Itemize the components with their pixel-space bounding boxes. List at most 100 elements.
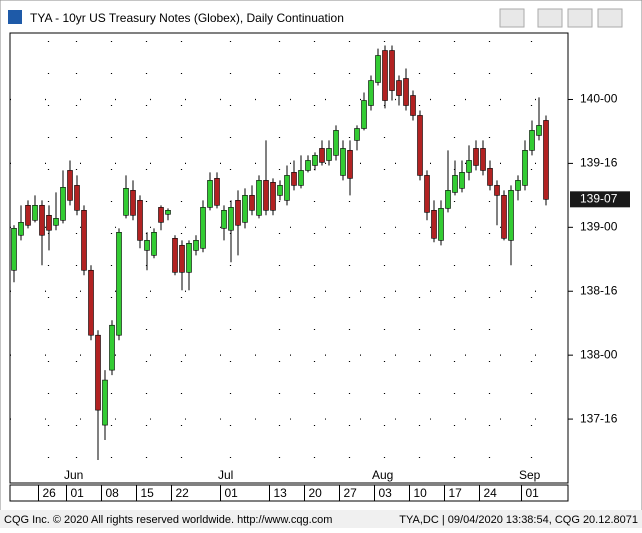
candle-body <box>172 238 178 273</box>
footer-right: TYA,DC | 09/04/2020 13:38:54, CQG 20.12.… <box>399 514 638 526</box>
candle-body <box>242 195 248 223</box>
y-tick-label: 138-16 <box>580 283 618 297</box>
candle-body <box>375 55 381 83</box>
candle-body <box>186 242 192 273</box>
candle-body <box>179 245 185 273</box>
candle-body <box>151 232 157 256</box>
candle-body <box>46 215 52 231</box>
x-tick-label: 26 <box>43 486 57 500</box>
candle-body <box>81 210 87 271</box>
candle-body <box>214 178 220 206</box>
app-icon <box>8 10 22 24</box>
candle-body <box>382 50 388 101</box>
candle-body <box>396 80 402 96</box>
month-label: Aug <box>372 468 393 482</box>
candle-body <box>270 182 276 211</box>
plot-area <box>9 32 569 484</box>
candle-body <box>417 115 423 176</box>
x-tick-label: 01 <box>71 486 85 500</box>
candle-body <box>445 190 451 209</box>
last-price-label: 139-07 <box>580 191 618 205</box>
x-tick-label: 03 <box>379 486 393 500</box>
candle-body <box>109 324 115 371</box>
y-tick-label: 137-16 <box>580 411 618 425</box>
candle-body <box>18 222 24 236</box>
candle-body <box>11 228 17 271</box>
candle-body <box>284 175 290 201</box>
y-tick-label: 140-00 <box>580 92 618 106</box>
candle-body <box>39 205 45 236</box>
minimize-button[interactable] <box>537 8 563 28</box>
x-tick-label: 20 <box>309 486 323 500</box>
candle-body <box>501 195 507 239</box>
candle-body <box>305 160 311 171</box>
candle-body <box>158 207 164 223</box>
candle-body <box>67 170 73 201</box>
candle-body <box>25 205 31 226</box>
candle-body <box>431 210 437 239</box>
date-strip <box>9 484 569 502</box>
candle-body <box>340 148 346 176</box>
month-label: Sep <box>519 468 541 482</box>
candle-body <box>130 190 136 216</box>
candle-body <box>319 148 325 163</box>
x-tick-label: 22 <box>176 486 190 500</box>
x-tick-label: 01 <box>526 486 540 500</box>
candle-body <box>95 334 101 411</box>
y-tick-label: 138-00 <box>580 347 618 361</box>
candle-body <box>536 125 542 136</box>
pin-button[interactable] <box>499 8 525 28</box>
candle-body <box>144 240 150 251</box>
candle-body <box>515 180 521 191</box>
candle-body <box>522 150 528 186</box>
candle-body <box>333 130 339 156</box>
candle-body <box>263 180 269 211</box>
last-price-box <box>570 191 630 208</box>
candle-body <box>326 148 332 161</box>
candle-body <box>298 170 304 186</box>
candle-body <box>60 187 66 221</box>
candle-body <box>116 232 122 336</box>
month-label: Jun <box>64 468 83 482</box>
y-tick-label: 139-16 <box>580 156 618 170</box>
candle-body <box>312 155 318 166</box>
candle-body <box>256 180 262 216</box>
candle-body <box>354 128 360 141</box>
window-title: TYA - 10yr US Treasury Notes (Globex), D… <box>30 11 344 25</box>
x-tick-label: 08 <box>106 486 120 500</box>
close-button[interactable] <box>597 8 623 28</box>
candle-body <box>102 379 108 426</box>
candle-body <box>193 240 199 251</box>
candle-body <box>459 172 465 189</box>
candle-body <box>543 120 549 200</box>
candle-body <box>123 188 129 216</box>
candle-body <box>361 100 367 129</box>
candle-body <box>487 168 493 186</box>
y-tick-label: 139-00 <box>580 219 618 233</box>
candle-body <box>74 185 80 211</box>
x-tick-label: 13 <box>274 486 288 500</box>
candle-body <box>53 218 59 226</box>
candle-body <box>228 207 234 231</box>
candle-body <box>480 148 486 171</box>
candle-body <box>508 190 514 241</box>
candle-body <box>32 205 38 221</box>
candle-body <box>291 172 297 186</box>
candle-body <box>221 210 227 229</box>
candle-body <box>529 130 535 151</box>
candle-body <box>389 50 395 91</box>
candle-body <box>137 200 143 241</box>
candle-body <box>494 185 500 196</box>
x-tick-label: 01 <box>225 486 239 500</box>
maximize-button[interactable] <box>567 8 593 28</box>
candle-body <box>466 160 472 173</box>
candle-body <box>438 208 444 241</box>
candle-body <box>207 180 213 208</box>
candle-body <box>473 148 479 166</box>
candle-body <box>200 207 206 249</box>
candle-body <box>347 150 353 179</box>
x-tick-label: 27 <box>344 486 358 500</box>
candle-body <box>235 200 241 226</box>
status-bar <box>0 510 642 528</box>
